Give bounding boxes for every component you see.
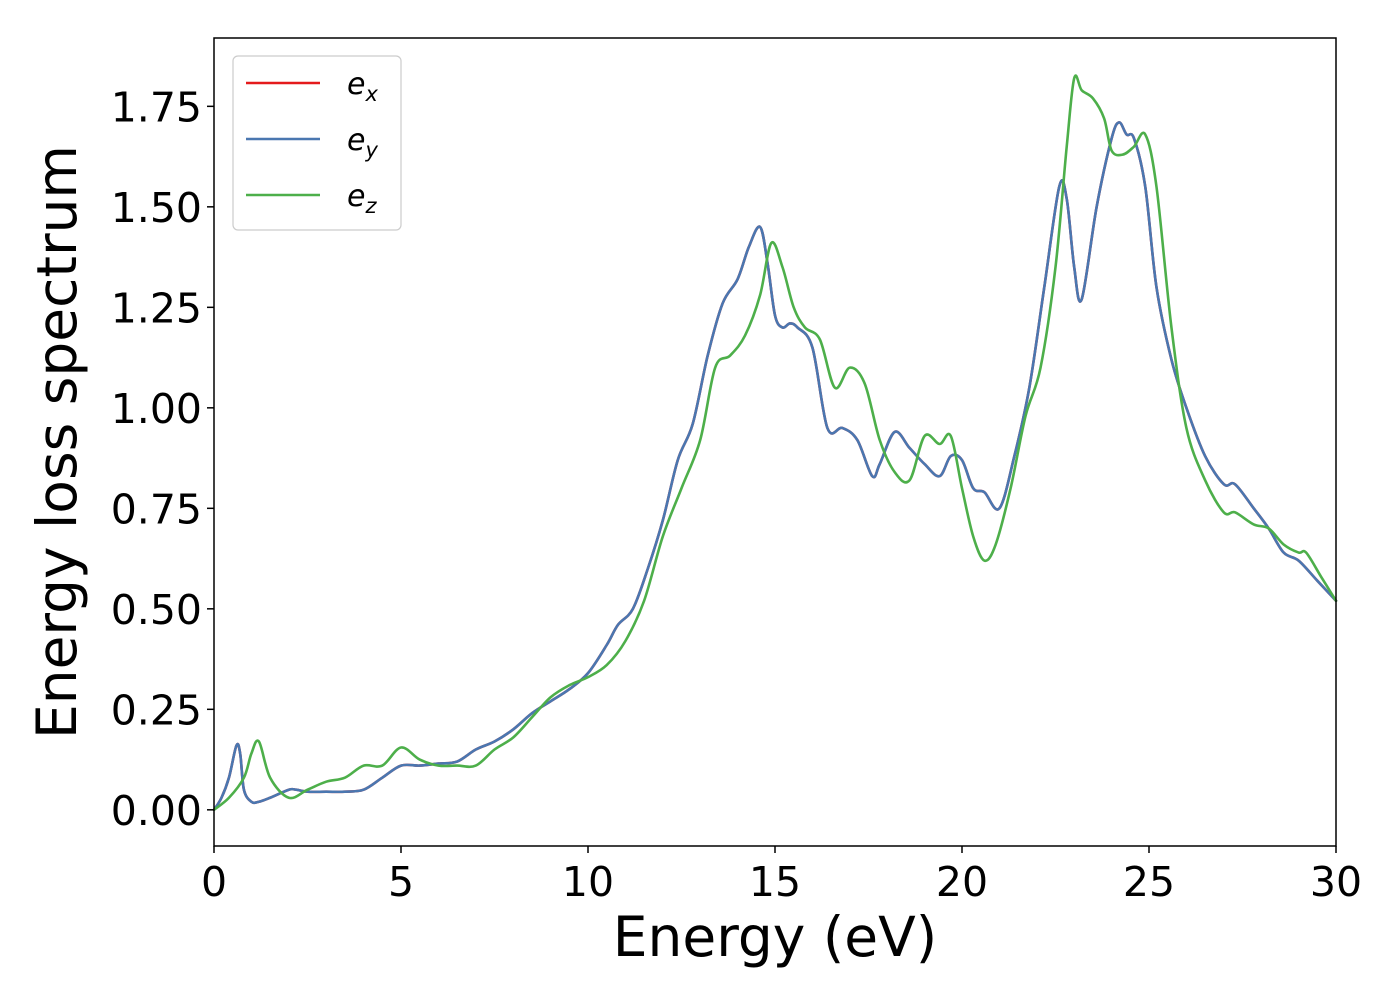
series-layer xyxy=(212,74,1338,812)
y-tick-label: 0.25 xyxy=(111,686,202,734)
y-tick-label: 1.00 xyxy=(111,385,202,433)
y-tick-label: 1.50 xyxy=(111,184,202,232)
x-tick-label: 5 xyxy=(388,858,414,906)
x-tick-label: 15 xyxy=(749,858,801,906)
legend-box xyxy=(232,55,402,231)
series-line-e-y xyxy=(212,121,1338,812)
x-tick-label: 0 xyxy=(201,858,227,906)
series-line-e-z xyxy=(212,74,1338,812)
y-tick-label: 0.00 xyxy=(111,787,202,835)
x-axis-ticks: 0 5 10 15 20 25 30 xyxy=(201,846,1362,906)
y-tick-label: 0.50 xyxy=(111,586,202,634)
y-axis-title: Energy loss spectrum xyxy=(25,145,89,739)
legend-label-y: ey xyxy=(347,123,378,162)
x-tick-label: 30 xyxy=(1310,858,1362,906)
x-tick-label: 10 xyxy=(562,858,614,906)
x-tick-label: 20 xyxy=(936,858,988,906)
y-tick-label: 1.25 xyxy=(111,284,202,332)
y-axis-ticks: 0.00 0.25 0.50 0.75 1.00 1.25 1.50 1.75 xyxy=(111,83,214,835)
y-tick-label: 1.75 xyxy=(111,83,202,131)
x-tick-label: 25 xyxy=(1123,858,1175,906)
y-tick-label: 0.75 xyxy=(111,485,202,533)
x-axis-title: Energy (eV) xyxy=(613,905,937,969)
